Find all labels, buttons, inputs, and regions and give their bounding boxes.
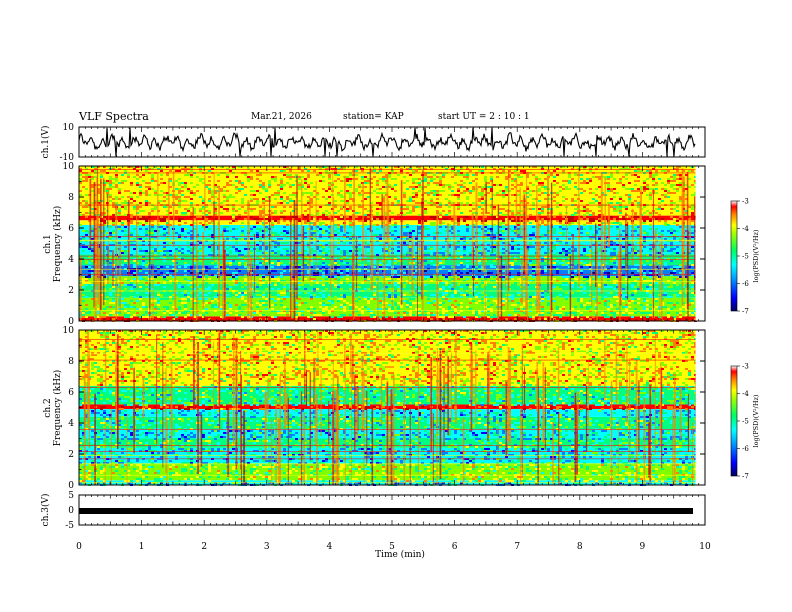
ch2-spectrogram-image — [79, 330, 705, 486]
ytick-label: 6 — [68, 224, 74, 234]
time-axis-ticks — [78, 127, 706, 525]
ch1-waveform-trace — [78, 127, 696, 157]
ch1-ylabel: ch.1(V) — [40, 126, 51, 159]
ch3-ylabel: ch.3(V) — [40, 494, 51, 527]
ch2-spectrogram-ylabel-channel: ch.2 — [43, 398, 53, 417]
colorbar-tick-label: -3 — [742, 363, 749, 371]
ytick-label: 6 — [68, 388, 74, 398]
ch1-waveform-panel: 10 -10 ch.1(V) — [40, 123, 706, 163]
ch1-spectrogram-ylabel-frequency: Frequency (kHz) — [52, 206, 63, 283]
time-tick-label: 8 — [577, 542, 583, 552]
ytick-label: 4 — [68, 255, 74, 265]
ch3-ytick-top: 5 — [68, 491, 74, 501]
ch1-spectrogram-ylabel-channel: ch.1 — [43, 234, 53, 253]
colorbar-gradient — [730, 200, 738, 312]
colorbar-tick-label: -3 — [742, 198, 749, 206]
figure-title: VLF Spectra — [79, 110, 149, 123]
time-tick-label: 1 — [139, 542, 145, 552]
spectrum-band — [79, 316, 696, 321]
ytick-label: 0 — [68, 317, 74, 327]
ch1-ytick-top: 10 — [63, 123, 75, 133]
time-tick-label: 0 — [76, 542, 82, 552]
colorbar-gradient — [730, 365, 738, 477]
colorbar-label: log(PSD)(V²/Hz) — [752, 394, 760, 447]
spectrum-band — [79, 240, 696, 255]
time-tick-label: 6 — [452, 542, 458, 552]
colorbar-tick-label: -7 — [742, 308, 749, 316]
ch1-spectrogram-yticks: 0 2 4 6 8 10 — [63, 162, 705, 327]
ch1-spectrogram-panel: 0 2 4 6 8 10 ch.1 Frequency (kHz) — [43, 162, 706, 327]
ch1-colorbar: -3 -4 -5 -6 -7 log(PSD)(V²/Hz) — [730, 198, 760, 316]
ch1-ytick-bottom: -10 — [60, 153, 75, 163]
time-tick-label: 7 — [514, 542, 520, 552]
ytick-label: 4 — [68, 419, 74, 429]
ch2-spectrogram-panel: 0 2 4 6 8 10 ch.2 Frequency (kHz) — [43, 326, 706, 491]
time-tick-label: 2 — [201, 542, 207, 552]
ytick-label: 10 — [63, 162, 75, 172]
ytick-label: 2 — [68, 450, 74, 460]
station-label: station= KAP — [343, 112, 404, 122]
time-tick-label: 10 — [699, 542, 711, 552]
ch3-ytick-bottom: -5 — [65, 521, 74, 531]
colorbar-tick-label: -7 — [742, 473, 749, 481]
colorbar-tick-label: -5 — [742, 253, 749, 261]
ch1-spectrogram-image — [79, 166, 705, 322]
colorbar-tick-label: -4 — [742, 390, 749, 398]
ytick-label: 8 — [68, 193, 74, 203]
ch3-waveform-trace — [79, 508, 693, 514]
colorbar-tick-label: -5 — [742, 418, 749, 426]
ch2-colorbar: -3 -4 -5 -6 -7 log(PSD)(V²/Hz) — [730, 363, 760, 481]
colorbar-tick-label: -6 — [742, 280, 749, 288]
time-axis-labels: 0 1 2 3 4 5 6 7 8 9 10 — [76, 542, 711, 552]
ch2-spectrogram-ylabel-frequency: Frequency (kHz) — [52, 370, 63, 447]
ytick-label: 2 — [68, 286, 74, 296]
date-label: Mar.21, 2026 — [251, 112, 312, 122]
time-axis-title: Time (min) — [375, 549, 425, 560]
ch3-ytick-middle: 0 — [68, 506, 74, 516]
time-tick-label: 3 — [264, 542, 270, 552]
colorbar-tick-label: -4 — [742, 225, 749, 233]
start-time-label: start UT = 2 : 10 : 1 — [438, 112, 530, 122]
ytick-label: 10 — [63, 326, 75, 336]
spectrum-band — [79, 265, 696, 277]
time-tick-label: 5 — [389, 542, 395, 552]
ch2-spectrogram-yticks: 0 2 4 6 8 10 — [63, 326, 705, 491]
time-tick-label: 4 — [327, 542, 333, 552]
colorbar-tick-label: -6 — [742, 445, 749, 453]
ytick-label: 0 — [68, 481, 74, 491]
colorbar-label: log(PSD)(V²/Hz) — [752, 229, 760, 282]
ytick-label: 8 — [68, 357, 74, 367]
ch3-waveform-panel: 5 0 -5 ch.3(V) — [40, 491, 706, 531]
time-tick-label: 9 — [640, 542, 646, 552]
